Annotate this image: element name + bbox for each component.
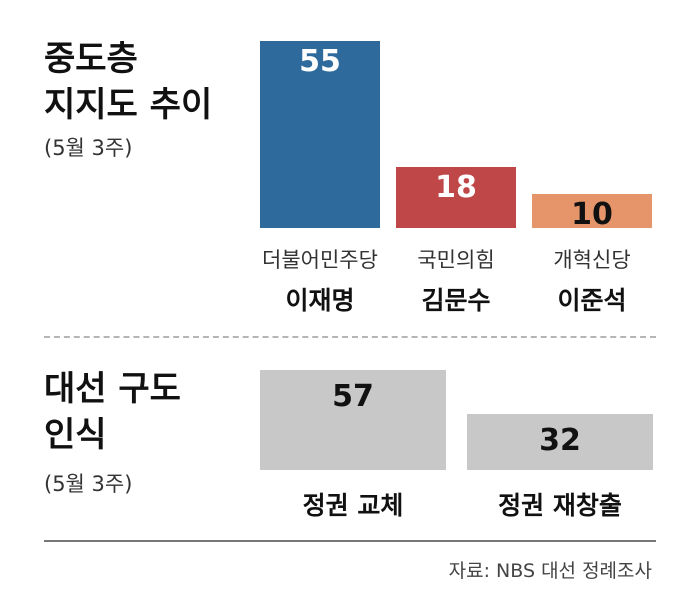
frame-category-label-2: 정권 재창출 (498, 491, 622, 520)
bar-1 (260, 41, 380, 228)
bar-value-label-1: 55 (299, 44, 341, 79)
candidate-label-2: 김문수 (421, 286, 491, 315)
frame-bar-value-label-2: 32 (539, 423, 581, 458)
bar-value-label-3: 10 (571, 197, 613, 232)
frame-category-label-1: 정권 교체 (302, 491, 404, 520)
frame-bar-value-label-1: 57 (332, 379, 374, 415)
bar-value-label-2: 18 (435, 169, 477, 205)
candidate-label-1: 이재명 (285, 286, 355, 315)
chart2-subtitle: (5월 3주) (44, 472, 133, 496)
section-divider (44, 336, 656, 338)
frame-bar-1 (260, 370, 446, 470)
bar-3 (532, 194, 652, 228)
party-label-2: 국민의힘 (417, 248, 495, 272)
chart1-subtitle: (5월 3주) (44, 136, 133, 160)
candidate-label-3: 이준석 (557, 286, 627, 315)
party-label-3: 개혁신당 (553, 248, 631, 272)
bar-2 (396, 166, 516, 228)
chart1-title: 중도층 지지도 추이 (44, 39, 213, 125)
chart2-title: 대선 구도 인식 (44, 369, 181, 455)
frame-bar-2 (467, 414, 653, 470)
party-label-1: 더불어민주당 (262, 248, 378, 272)
source-note: 자료: NBS 대선 정례조사 (448, 560, 652, 582)
footer-divider (44, 540, 656, 542)
